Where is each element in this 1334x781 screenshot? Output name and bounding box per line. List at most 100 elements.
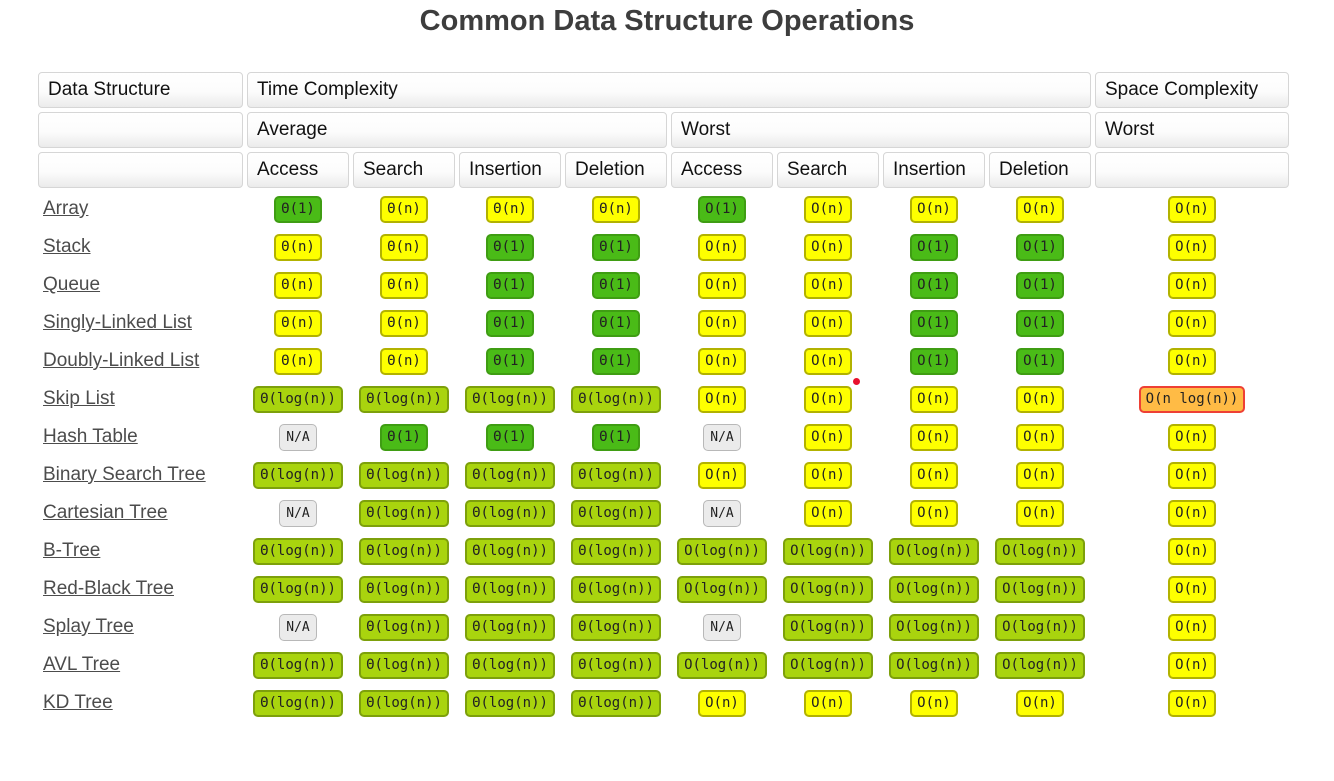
complexity-badge: Θ(log(n)) — [465, 575, 555, 603]
row-link-kd-tree[interactable]: KD Tree — [43, 692, 113, 713]
row-name-cell: Singly-Linked List — [38, 306, 243, 340]
row-link-splay-tree[interactable]: Splay Tree — [43, 616, 134, 637]
complexity-badge: O(n) — [1168, 537, 1216, 565]
header-spacer — [1095, 152, 1289, 188]
complexity-cell: Θ(log(n)) — [353, 686, 455, 720]
header-worst-access: Access — [671, 152, 773, 188]
complexity-cell: O(n) — [777, 268, 879, 302]
complexity-cell: O(n) — [989, 382, 1091, 416]
header-worst-search: Search — [777, 152, 879, 188]
row-link-doubly-linked-list[interactable]: Doubly-Linked List — [43, 350, 200, 371]
row-link-red-black-tree[interactable]: Red-Black Tree — [43, 578, 174, 599]
complexity-cell: Θ(n) — [353, 306, 455, 340]
complexity-cell: Θ(log(n)) — [459, 382, 561, 416]
complexity-cell: Θ(log(n)) — [247, 458, 349, 492]
complexity-cell: Θ(n) — [459, 192, 561, 226]
complexity-badge: O(log(n)) — [889, 651, 979, 679]
complexity-cell: Θ(n) — [247, 344, 349, 378]
row-link-stack[interactable]: Stack — [43, 236, 91, 257]
complexity-badge: O(n) — [698, 385, 746, 413]
complexity-cell: O(n) — [1095, 610, 1289, 644]
complexity-cell: O(log(n)) — [777, 648, 879, 682]
complexity-cell: O(n) — [1095, 306, 1289, 340]
header-time-complexity: Time Complexity — [247, 72, 1091, 108]
complexity-badge: O(n) — [1016, 423, 1064, 451]
complexity-cell: Θ(log(n)) — [247, 648, 349, 682]
row-name-cell: Queue — [38, 268, 243, 302]
complexity-cell: O(n) — [1095, 192, 1289, 226]
complexity-cell: Θ(1) — [459, 230, 561, 264]
complexity-badge: Θ(log(n)) — [359, 575, 449, 603]
complexity-badge: O(n) — [910, 385, 958, 413]
complexity-cell: O(n) — [989, 192, 1091, 226]
complexity-badge: Θ(log(n)) — [571, 651, 661, 679]
complexity-badge: O(n) — [698, 309, 746, 337]
complexity-badge: O(log(n)) — [677, 537, 767, 565]
row-link-queue[interactable]: Queue — [43, 274, 101, 295]
complexity-cell: Θ(log(n)) — [247, 572, 349, 606]
complexity-cell: O(n) — [1095, 420, 1289, 454]
complexity-badge: O(log(n)) — [677, 575, 767, 603]
table-row: Hash Table N/A Θ(1) Θ(1) Θ(1) N/A O(n) O(n) O(n)… — [38, 420, 1289, 454]
complexity-cell: Θ(log(n)) — [565, 534, 667, 568]
row-link-skip-list[interactable]: Skip List — [43, 388, 115, 409]
complexity-cell: O(n) — [1095, 458, 1289, 492]
complexity-cell: O(n) — [1095, 496, 1289, 530]
complexity-badge: O(log(n)) — [889, 613, 979, 641]
complexity-cell: O(1) — [989, 268, 1091, 302]
row-link-cartesian-tree[interactable]: Cartesian Tree — [43, 502, 168, 523]
complexity-cell: O(1) — [989, 344, 1091, 378]
row-link-binary-search-tree[interactable]: Binary Search Tree — [43, 464, 206, 485]
complexity-badge: Θ(n) — [380, 309, 428, 337]
complexity-badge: Θ(log(n)) — [571, 499, 661, 527]
complexity-badge: O(log(n)) — [677, 651, 767, 679]
complexity-cell: O(n) — [883, 382, 985, 416]
table-row: KD Tree Θ(log(n)) Θ(log(n)) Θ(log(n)) Θ(log(… — [38, 686, 1289, 720]
complexity-cell: O(log(n)) — [883, 572, 985, 606]
complexity-badge: Θ(1) — [274, 195, 322, 223]
complexity-badge: N/A — [703, 499, 741, 527]
row-link-array[interactable]: Array — [43, 198, 89, 219]
complexity-cell: Θ(log(n)) — [565, 572, 667, 606]
complexity-cell: Θ(log(n)) — [353, 648, 455, 682]
row-name-cell: Doubly-Linked List — [38, 344, 243, 378]
table-row: Splay Tree N/A Θ(log(n)) Θ(log(n)) Θ(log(n))… — [38, 610, 1289, 644]
complexity-badge: N/A — [703, 423, 741, 451]
complexity-badge: N/A — [703, 613, 741, 641]
complexity-cell: O(n) — [777, 344, 879, 378]
complexity-cell: O(1) — [883, 268, 985, 302]
complexity-badge: Θ(log(n)) — [359, 385, 449, 413]
complexity-cell: Θ(log(n)) — [353, 534, 455, 568]
complexity-badge: O(log(n)) — [889, 537, 979, 565]
complexity-badge: Θ(log(n)) — [359, 689, 449, 717]
complexity-badge: O(n) — [1016, 499, 1064, 527]
complexity-cell: Θ(log(n)) — [247, 534, 349, 568]
complexity-badge: Θ(log(n)) — [571, 461, 661, 489]
complexity-cell: O(log(n)) — [989, 572, 1091, 606]
complexity-cell: Θ(1) — [459, 344, 561, 378]
row-name-cell: Array — [38, 192, 243, 226]
complexity-cell: O(log(n)) — [671, 572, 773, 606]
complexity-badge: O(n) — [1016, 461, 1064, 489]
table-row: Skip List Θ(log(n)) Θ(log(n)) Θ(log(n)) Θ(lo… — [38, 382, 1289, 416]
complexity-badge: O(1) — [1016, 309, 1064, 337]
row-link-avl-tree[interactable]: AVL Tree — [43, 654, 121, 675]
complexity-badge: Θ(log(n)) — [571, 385, 661, 413]
row-name-cell: AVL Tree — [38, 648, 243, 682]
complexity-badge: O(n) — [1016, 689, 1064, 717]
complexity-cell: O(n) — [777, 420, 879, 454]
complexity-badge: O(n) — [698, 271, 746, 299]
row-link-hash-table[interactable]: Hash Table — [43, 426, 138, 447]
header-avg-deletion: Deletion — [565, 152, 667, 188]
complexity-badge: Θ(log(n)) — [253, 651, 343, 679]
complexity-cell: Θ(log(n)) — [459, 496, 561, 530]
complexity-badge: Θ(log(n)) — [359, 613, 449, 641]
complexity-badge: Θ(log(n)) — [359, 499, 449, 527]
complexity-cell: O(n) — [883, 686, 985, 720]
complexity-cell: O(n) — [671, 230, 773, 264]
row-link-singly-linked-list[interactable]: Singly-Linked List — [43, 312, 192, 333]
complexity-badge: Θ(log(n)) — [571, 689, 661, 717]
complexity-badge: O(n) — [804, 385, 852, 413]
row-link-b-tree[interactable]: B-Tree — [43, 540, 101, 561]
